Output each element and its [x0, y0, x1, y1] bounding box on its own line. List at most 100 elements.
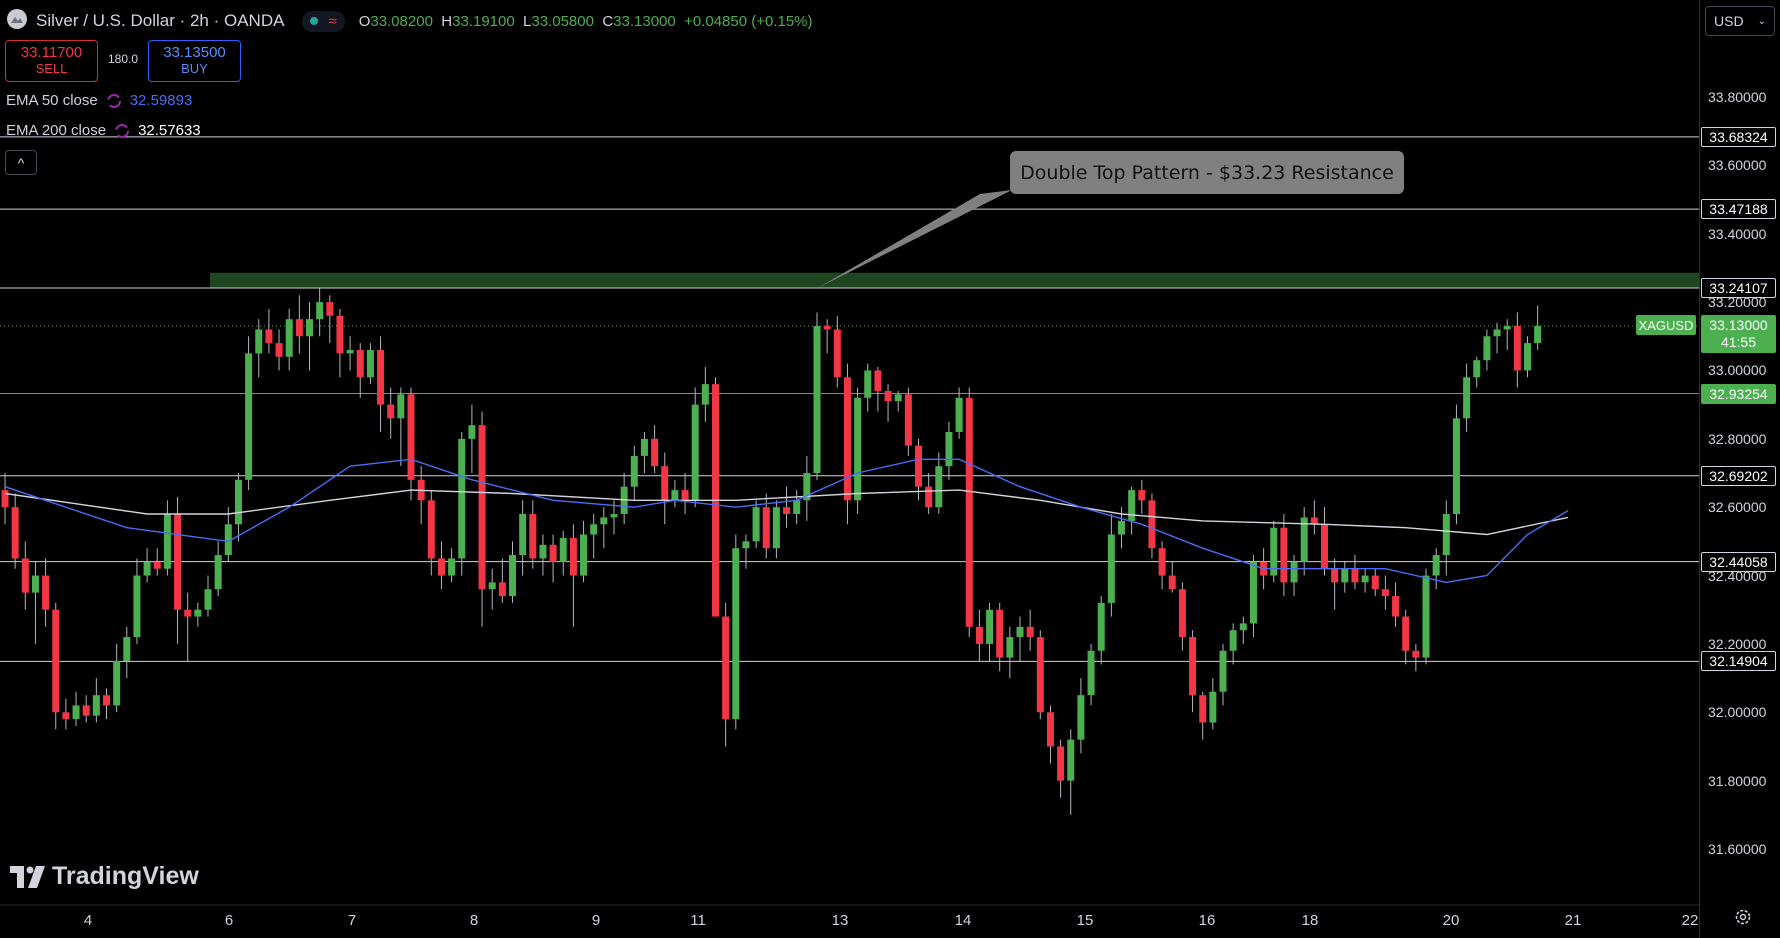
candle: [1280, 514, 1288, 597]
symbol-title[interactable]: Silver / U.S. Dollar · 2h · OANDA: [36, 11, 285, 30]
candle: [894, 390, 902, 412]
x-tick: 21: [1564, 912, 1582, 929]
pattern-callout[interactable]: Double Top Pattern - $33.23 Resistance: [1010, 151, 1404, 194]
candle: [1189, 630, 1197, 713]
y-tick: 33.40000: [1708, 225, 1767, 242]
y-tick: 33.80000: [1708, 89, 1767, 105]
candle: [691, 387, 699, 508]
candle: [854, 387, 862, 515]
price-chart[interactable]: [0, 0, 1699, 938]
candle: [184, 592, 192, 661]
candle: [123, 626, 131, 679]
y-tick: 31.60000: [1708, 841, 1767, 857]
level-label: 32.44058: [1701, 551, 1776, 572]
candle: [153, 548, 161, 576]
collapse-legend-button[interactable]: ^: [5, 150, 37, 175]
ema50-line: [4, 458, 1569, 584]
tradingview-logo-icon: [10, 865, 45, 888]
market-status-icon: ≈: [302, 10, 345, 32]
candle: [458, 431, 466, 576]
candle: [843, 363, 851, 525]
candle: [346, 336, 354, 371]
candle: [234, 473, 242, 542]
candle: [600, 507, 608, 549]
candle: [509, 541, 516, 603]
candle: [275, 329, 283, 371]
x-tick: 6: [224, 912, 234, 929]
x-tick: 9: [591, 912, 601, 929]
y-tick: 32.60000: [1708, 499, 1767, 516]
candle: [793, 490, 801, 525]
candle: [1503, 319, 1511, 350]
sell-price: 33.11700: [20, 44, 83, 61]
symbol-tag: XAGUSD: [1636, 315, 1696, 335]
candle: [1270, 520, 1278, 583]
tradingview-logo: TradingView: [10, 862, 199, 891]
buy-button[interactable]: 33.13500 BUY: [148, 40, 241, 82]
candle: [42, 558, 50, 627]
candle: [986, 602, 994, 661]
candle: [864, 363, 872, 412]
candle: [1107, 514, 1115, 617]
candle: [874, 367, 882, 412]
candle: [336, 308, 344, 378]
candle: [712, 377, 719, 617]
logo-text: TradingView: [52, 862, 199, 890]
change-value: +0.04850 (+0.15%): [684, 12, 813, 30]
candle: [316, 288, 324, 337]
candle: [448, 548, 456, 583]
ohlc-values: O33.08200 H33.19100 L33.05800 C33.13000 …: [358, 12, 813, 30]
indicator-ema50[interactable]: EMA 50 close 32.59893: [6, 92, 192, 109]
buy-price: 33.13500: [163, 44, 226, 61]
candle: [488, 568, 496, 610]
candle: [1016, 616, 1024, 661]
candle: [1361, 568, 1369, 593]
candle: [326, 295, 334, 344]
x-tick: 16: [1198, 912, 1216, 929]
candle: [1321, 507, 1328, 576]
candle: [1442, 500, 1450, 576]
silver-coin-icon: [6, 8, 28, 34]
candle: [11, 493, 19, 569]
candle: [1178, 582, 1186, 651]
loading-icon: [114, 123, 130, 139]
candle: [1452, 404, 1460, 525]
candle: [1046, 705, 1054, 764]
chart-legend: Silver / U.S. Dollar · 2h · OANDA ≈ O33.…: [6, 8, 813, 34]
y-tick: 33.60000: [1708, 157, 1767, 174]
candle: [580, 520, 588, 583]
loading-icon: [106, 93, 122, 109]
candle: [1402, 609, 1410, 665]
candle: [1331, 558, 1339, 610]
candle: [1392, 582, 1400, 627]
candle: [92, 678, 100, 723]
candle: [1381, 575, 1389, 610]
sell-button[interactable]: 33.11700 SELL: [5, 40, 98, 82]
candle: [783, 486, 791, 528]
candle: [742, 534, 750, 569]
candle: [1036, 630, 1044, 720]
candle: [143, 548, 151, 583]
currency-select[interactable]: USD ⌄: [1705, 6, 1775, 36]
candle: [732, 534, 740, 730]
candle: [549, 534, 557, 583]
spread-value: 180.0: [108, 52, 139, 66]
candle: [174, 496, 182, 644]
candle: [21, 541, 29, 610]
candle: [1371, 568, 1379, 597]
candle: [1199, 691, 1207, 740]
last-price-value: 33.13000: [1709, 317, 1768, 333]
candle: [1128, 486, 1136, 535]
gear-icon[interactable]: [1733, 907, 1753, 927]
candle: [803, 455, 811, 521]
indicator-ema200[interactable]: EMA 200 close 32.57633: [6, 122, 201, 139]
candle: [935, 452, 943, 515]
level-label: 32.14904: [1701, 651, 1776, 672]
resistance-zone: [210, 272, 1699, 289]
level-label: 33.47188: [1701, 199, 1776, 220]
last-price-label: 33.13000 41:55: [1701, 315, 1776, 353]
candle: [630, 445, 638, 501]
candle: [306, 302, 313, 371]
candle: [224, 507, 232, 562]
candle: [1168, 561, 1176, 593]
